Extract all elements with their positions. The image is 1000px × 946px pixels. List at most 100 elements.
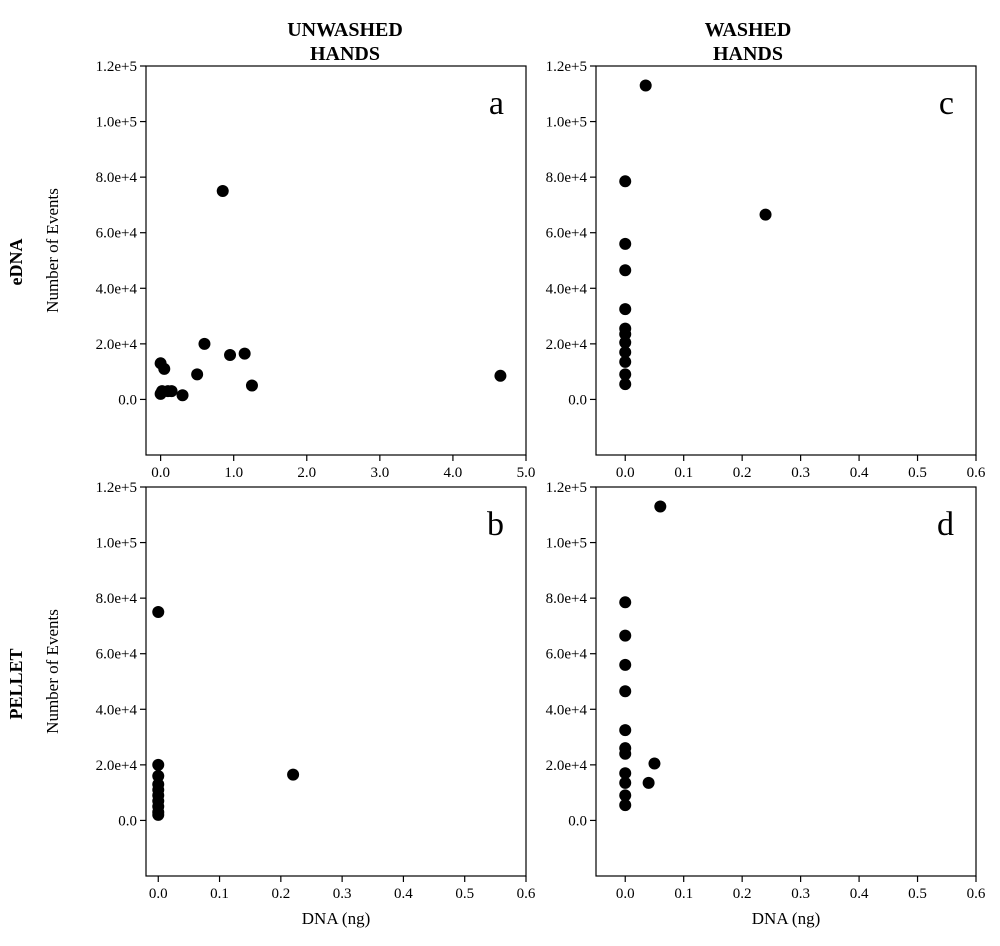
panel-a-ytick-label: 8.0e+4 [96, 170, 138, 186]
panel-d-data-point [619, 799, 632, 812]
panel-d-data-point [619, 658, 632, 671]
panel-b-xtick-label: 0.3 [333, 886, 352, 902]
panel-b-xtick-label: 0.4 [394, 886, 413, 902]
panel-b-data-point [152, 769, 165, 782]
panel-c-data-point [619, 175, 632, 188]
panel-c-data-point [619, 368, 632, 381]
panel-c: 0.0 2.0e+4 4.0e+4 6.0e+4 8.0e+4 1.0e+5 1.2e+5 0… [546, 59, 986, 481]
panel-c-xtick-label: 0.2 [733, 465, 752, 481]
panel-b-ytick-label: 8.0e+4 [96, 591, 138, 607]
panel-d-ytick-label: 4.0e+4 [546, 702, 588, 718]
panel-d-ytick-label: 1.0e+5 [546, 536, 587, 552]
panel-c-data-point [619, 264, 632, 277]
panel-d-xtick-label: 0.4 [850, 886, 869, 902]
panel-c-ytick-label: 4.0e+4 [546, 281, 588, 297]
panel-d-ytick-label: 0.0 [568, 813, 587, 829]
panel-d-ytick-label: 8.0e+4 [546, 591, 588, 607]
panel-a-ytick-label: 0.0 [118, 392, 137, 408]
panel-c-xtick-label: 0.3 [791, 465, 810, 481]
panel-a-letter: a [489, 85, 504, 122]
panel-a-ylabel: Number of Events [43, 188, 62, 313]
panel-b-ytick-label: 1.2e+5 [96, 480, 137, 496]
panel-c-data-point [619, 346, 632, 359]
panel-d-data-point [619, 629, 632, 642]
panel-a-xtick-label: 5.0 [517, 465, 536, 481]
panel-a-data-point [191, 368, 204, 381]
panel-d-frame [595, 486, 977, 877]
panel-b-ytick-label: 6.0e+4 [96, 647, 138, 663]
panel-a-ytick-label: 6.0e+4 [96, 226, 138, 242]
panel-d-ytick-label: 6.0e+4 [546, 647, 588, 663]
panel-d-data-point [642, 776, 655, 789]
panel-d-ytick-label: 1.2e+5 [546, 480, 587, 496]
panel-b-data-point [152, 606, 165, 619]
panel-c-ytick-label: 1.2e+5 [546, 59, 587, 75]
panel-c-xtick-label: 0.6 [967, 465, 986, 481]
panel-d-data-point [654, 500, 667, 513]
panel-a-data-point [494, 369, 507, 382]
panel-a-ytick-label: 4.0e+4 [96, 281, 138, 297]
panel-d-ytick-label: 2.0e+4 [546, 758, 588, 774]
panel-a: 0.0 2.0e+4 4.0e+4 6.0e+4 8.0e+4 1.0e+5 1.2e+5 0… [43, 59, 535, 481]
panel-b-data-point [152, 808, 165, 821]
panel-b-frame [145, 486, 527, 877]
panel-c-data-point [619, 355, 632, 368]
column-header-right-line1: WASHED [705, 19, 792, 41]
panels-group: 0.0 2.0e+4 4.0e+4 6.0e+4 8.0e+4 1.0e+5 1.2e+5 0… [43, 59, 986, 928]
panel-b: 0.0 2.0e+4 4.0e+4 6.0e+4 8.0e+4 1.0e+5 1.2e+5 0… [43, 480, 536, 928]
panel-a-data-point [238, 347, 251, 360]
panel-a-data-point [224, 348, 237, 361]
panel-c-xtick-label: 0.5 [908, 465, 927, 481]
panel-c-xtick-label: 0.0 [616, 465, 635, 481]
panel-b-xtick-label: 0.2 [271, 886, 290, 902]
panel-d: 0.0 2.0e+4 4.0e+4 6.0e+4 8.0e+4 1.0e+5 1.2e+5 0… [546, 480, 986, 928]
panel-a-xtick-label: 3.0 [370, 465, 389, 481]
panel-a-xtick-label: 1.0 [224, 465, 243, 481]
panel-a-ytick-label: 1.2e+5 [96, 59, 137, 75]
panel-b-xtick-label: 0.5 [455, 886, 474, 902]
panel-b-data-point [287, 768, 300, 781]
panel-d-xtick-label: 0.6 [967, 886, 986, 902]
panel-c-data-point [619, 303, 632, 316]
column-header-left-line2: HANDS [310, 43, 380, 65]
panel-a-frame [145, 65, 527, 456]
panel-d-xtick-label: 0.0 [616, 886, 635, 902]
panel-a-data-point [176, 389, 189, 402]
panel-a-ytick-label: 1.0e+5 [96, 115, 137, 131]
panel-b-ytick-label: 2.0e+4 [96, 758, 138, 774]
panel-c-frame [595, 65, 977, 456]
panel-b-data-point [152, 758, 165, 771]
panel-d-data-point [619, 767, 632, 780]
panel-d-xtick-label: 0.2 [733, 886, 752, 902]
panel-c-data-point [639, 79, 652, 92]
panel-c-data-point [619, 336, 632, 349]
panel-b-ytick-label: 0.0 [118, 813, 137, 829]
panel-a-data-point [165, 385, 178, 398]
panel-a-data-point [198, 337, 211, 350]
panel-c-letter: c [939, 85, 954, 122]
column-header-right-line2: HANDS [713, 43, 783, 65]
panel-b-xtick-label: 0.0 [149, 886, 168, 902]
panel-c-data-point [619, 237, 632, 250]
panel-c-ytick-label: 6.0e+4 [546, 226, 588, 242]
panel-b-xtick-label: 0.1 [210, 886, 229, 902]
panel-a-xtick-label: 4.0 [444, 465, 463, 481]
panel-d-xlabel: DNA (ng) [752, 909, 820, 928]
panel-d-xtick-label: 0.1 [674, 886, 693, 902]
row-header-bottom: PELLET [6, 648, 26, 719]
panel-c-data-point [619, 328, 632, 341]
panel-b-xlabel: DNA (ng) [302, 909, 370, 928]
panel-d-xtick-label: 0.3 [791, 886, 810, 902]
panel-a-data-point [245, 379, 258, 392]
panel-b-ytick-label: 4.0e+4 [96, 702, 138, 718]
panel-d-data-point [619, 596, 632, 609]
panel-d-data-point [619, 747, 632, 760]
panel-a-xtick-label: 0.0 [151, 465, 170, 481]
panel-a-ytick-label: 2.0e+4 [96, 337, 138, 353]
panel-c-data-point [619, 378, 632, 391]
panel-c-data-point [759, 208, 772, 221]
panel-a-xtick-label: 2.0 [297, 465, 316, 481]
panel-c-ytick-label: 1.0e+5 [546, 115, 587, 131]
panel-d-data-point [619, 724, 632, 737]
